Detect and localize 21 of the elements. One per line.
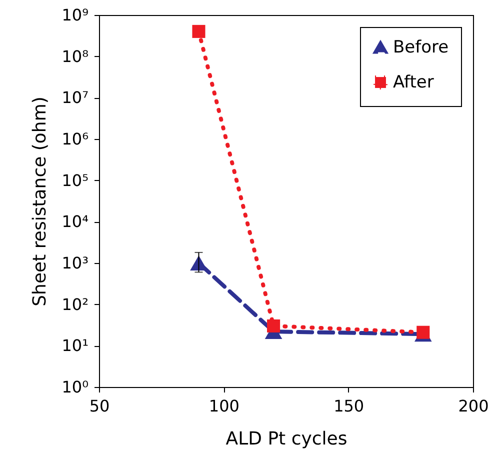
y-tick-label: 10² <box>62 294 88 314</box>
point <box>192 24 206 38</box>
point <box>267 319 280 332</box>
y-tick-label: 10⁶ <box>62 130 88 148</box>
x-tick-label: 150 <box>334 396 364 416</box>
legend-label: After <box>393 72 434 92</box>
point <box>416 326 430 339</box>
y-tick-label: 10⁹ <box>62 6 88 24</box>
x-tick-label: 100 <box>208 396 240 416</box>
y-tick-label: 10⁸ <box>62 46 88 66</box>
y-tick-label: 10¹ <box>62 336 88 356</box>
y-tick-label: 10⁴ <box>62 212 88 232</box>
y-tick-label: 10⁷ <box>62 88 88 108</box>
legend-label: Before <box>393 38 449 58</box>
y-tick-label: 10⁵ <box>62 170 88 190</box>
y-tick-label: 10³ <box>62 254 88 272</box>
x-axis-title: ALD Pt cycles <box>226 428 348 450</box>
x-tick-label: 50 <box>89 396 110 416</box>
x-tick-label: 200 <box>458 396 489 416</box>
y-axis-title: Sheet resistance (ohm) <box>30 96 51 306</box>
y-tick-label: 10⁰ <box>62 378 88 396</box>
